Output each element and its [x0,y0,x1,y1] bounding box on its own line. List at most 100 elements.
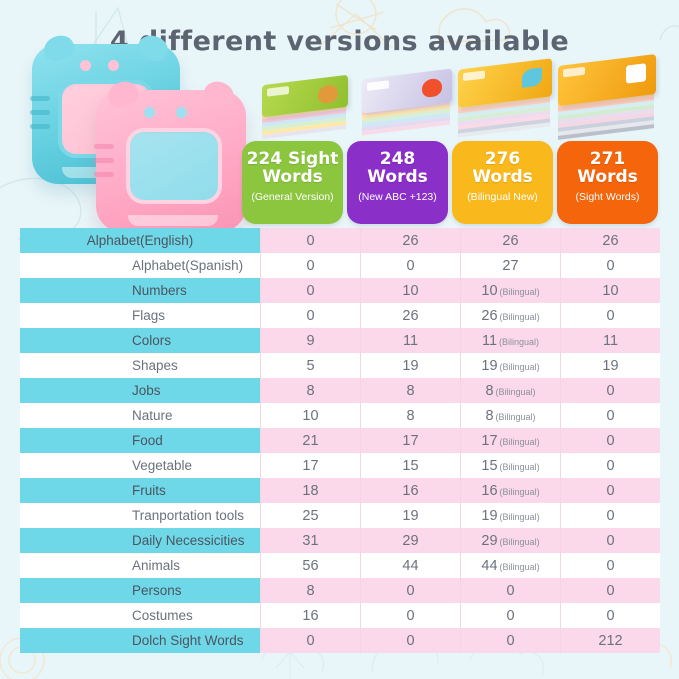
cell-r9-c1: 15 [360,453,460,478]
cell-value: 26 [402,232,419,249]
cell-note: (Bilingual) [499,361,540,372]
cell-r4-c1: 11 [360,328,460,353]
cell-r1-c0: 0 [260,253,360,278]
cell-value: 10 [602,282,619,299]
version-card-2[interactable]: 276 Words (Bilingual New) [452,141,553,224]
device-button-left [80,60,91,71]
cell-note: (Bilingual) [499,461,540,472]
row-label: Food [20,428,260,453]
row-label: Shapes [20,353,260,378]
cell-r13-c2: 44 (Bilingual) [460,553,560,578]
table-row: Alphabet(Spanish) 0 0 27 0 [20,253,660,278]
cell-value: 11 [602,332,619,349]
cell-r7-c3: 0 [560,403,660,428]
cell-r15-c3: 0 [560,603,660,628]
cell-r2-c0: 0 [260,278,360,303]
cell-r10-c3: 0 [560,478,660,503]
device-button-right [176,107,187,118]
cell-value: 8 [485,382,494,399]
version-subtitle-0: (General Version) [251,191,334,203]
row-label: Alphabet(English) [20,228,260,253]
cell-value: 8 [485,407,494,424]
table-row: Alphabet(English) 0 26 26 26 [20,228,660,253]
cell-r5-c3: 19 [560,353,660,378]
device-button-right [108,60,119,71]
cell-value: 16 [302,607,319,624]
cell-value: 0 [606,582,615,599]
cell-r6-c0: 8 [260,378,360,403]
cell-r13-c1: 44 [360,553,460,578]
cat-ear-right-icon [201,77,237,111]
cell-value: 0 [506,582,515,599]
cell-r11-c1: 19 [360,503,460,528]
cell-value: 8 [406,407,415,424]
cell-value: 0 [306,232,315,249]
cell-r0-c3: 26 [560,228,660,253]
cell-value: 0 [606,382,615,399]
version-subtitle-1: (New ABC +123) [358,191,437,203]
version-word-1: Words [367,167,428,187]
cell-r6-c3: 0 [560,378,660,403]
cell-value: 25 [302,507,319,524]
cell-value: 0 [606,457,615,474]
cell-value: 26 [402,307,419,324]
cell-value: 8 [406,382,415,399]
cell-note: (Bilingual) [499,561,540,572]
version-subtitle-3: (Sight Words) [575,191,640,203]
paw-stripe [94,144,114,149]
cell-r16-c1: 0 [360,628,460,653]
cell-r14-c0: 8 [260,578,360,603]
cell-note: (Bilingual) [499,286,540,297]
cell-value: 15 [402,457,419,474]
row-label: Alphabet(Spanish) [20,253,260,278]
card-deck-green [262,74,354,140]
card-slot [128,215,218,226]
cell-value: 16 [402,482,419,499]
version-header-cards: 224 Sight Words (General Version) 248 Wo… [242,141,658,224]
cell-r10-c0: 18 [260,478,360,503]
cell-r8-c1: 17 [360,428,460,453]
version-card-0[interactable]: 224 Sight Words (General Version) [242,141,343,224]
cell-value: 0 [306,257,315,274]
cell-note: (Bilingual) [499,511,540,522]
cell-r10-c2: 16 (Bilingual) [460,478,560,503]
cell-r1-c2: 27 [460,253,560,278]
card-deck-orange [558,53,662,144]
cell-r3-c2: 26 (Bilingual) [460,303,560,328]
cell-r10-c1: 16 [360,478,460,503]
cell-note: (Bilingual) [499,486,540,497]
row-label: Colors [20,328,260,353]
table-row: Colors 9 11 11 (Bilingual) 11 [20,328,660,353]
cell-value: 26 [602,232,619,249]
cell-r7-c0: 10 [260,403,360,428]
cell-r9-c0: 17 [260,453,360,478]
version-subtitle-2: (Bilingual New) [467,191,538,203]
table-row: Vegetable 17 15 15 (Bilingual) 0 [20,453,660,478]
version-card-3[interactable]: 271 Words (Sight Words) [557,141,658,224]
card-deck-yellow [458,58,558,140]
cell-value: 17 [402,432,419,449]
cell-r2-c3: 10 [560,278,660,303]
cell-r4-c0: 9 [260,328,360,353]
cell-value: 0 [506,632,515,649]
cell-value: 17 [302,457,319,474]
cell-value: 0 [406,582,415,599]
cell-value: 29 [481,532,498,549]
cell-value: 0 [606,407,615,424]
version-card-1[interactable]: 248 Words (New ABC +123) [347,141,448,224]
row-label: Animals [20,553,260,578]
cell-value: 212 [598,632,623,649]
cell-r1-c3: 0 [560,253,660,278]
table-row: Shapes 5 19 19 (Bilingual) 19 [20,353,660,378]
cell-r5-c2: 19 (Bilingual) [460,353,560,378]
cell-note: (Bilingual) [499,311,540,322]
paw-stripe [94,172,114,177]
table-row: Costumes 16 0 0 0 [20,603,660,628]
cell-r8-c2: 17 (Bilingual) [460,428,560,453]
cell-r16-c3: 212 [560,628,660,653]
cell-value: 8 [306,382,315,399]
cell-r15-c1: 0 [360,603,460,628]
cell-r11-c0: 25 [260,503,360,528]
row-label: Numbers [20,278,260,303]
card-deck-illustrations [258,53,668,150]
